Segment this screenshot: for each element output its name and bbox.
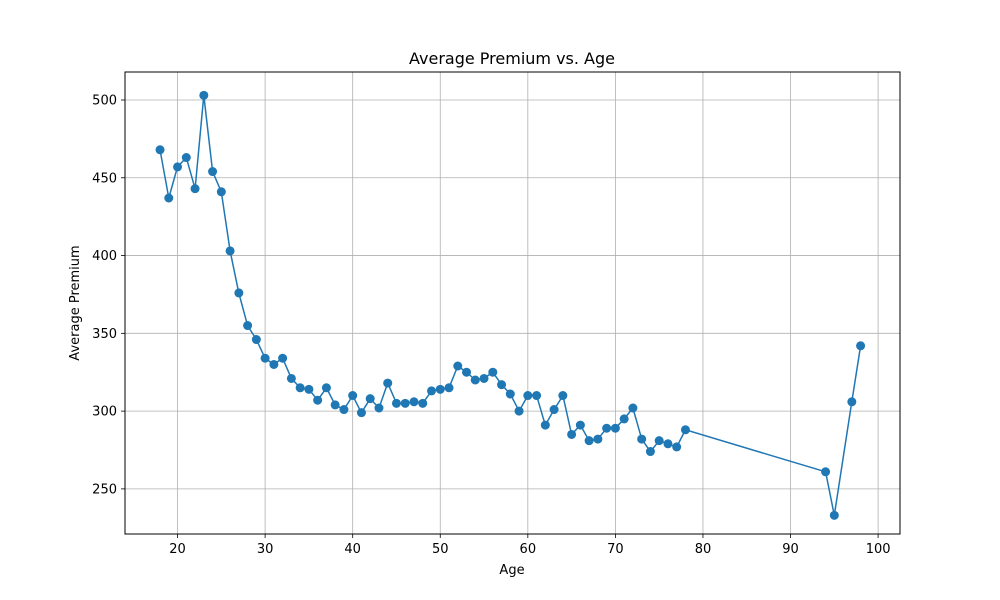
data-point bbox=[602, 423, 612, 433]
y-tick-label: 500 bbox=[92, 94, 117, 109]
data-point bbox=[391, 398, 401, 408]
data-point bbox=[672, 442, 682, 452]
data-point bbox=[497, 380, 507, 390]
data-point bbox=[400, 398, 410, 408]
data-point bbox=[409, 397, 419, 407]
y-tick-label: 400 bbox=[92, 249, 117, 264]
data-point bbox=[558, 391, 568, 401]
x-ticks: 20 30 40 50 60 70 80 90 100 bbox=[169, 534, 891, 557]
x-tick-label: 30 bbox=[257, 542, 274, 557]
data-point bbox=[680, 425, 690, 435]
data-point bbox=[260, 353, 270, 363]
data-point bbox=[444, 383, 454, 393]
data-point bbox=[462, 367, 472, 377]
data-point bbox=[251, 335, 261, 345]
y-tick-label: 350 bbox=[92, 327, 117, 342]
data-point bbox=[426, 386, 436, 396]
data-point bbox=[435, 384, 445, 394]
series bbox=[155, 90, 866, 520]
data-point bbox=[278, 353, 288, 363]
data-point bbox=[243, 321, 253, 331]
data-point bbox=[575, 420, 585, 430]
data-point bbox=[173, 162, 183, 172]
data-point bbox=[304, 384, 314, 394]
x-tick-label: 60 bbox=[520, 542, 537, 557]
data-point bbox=[532, 391, 542, 401]
y-tick-label: 450 bbox=[92, 171, 117, 186]
x-tick-label: 20 bbox=[169, 542, 186, 557]
x-tick-label: 40 bbox=[344, 542, 361, 557]
data-point bbox=[269, 359, 279, 369]
data-point bbox=[505, 389, 515, 399]
data-point bbox=[181, 153, 191, 163]
y-tick-label: 250 bbox=[92, 482, 117, 497]
x-axis-label: Age bbox=[499, 563, 524, 578]
data-point bbox=[663, 439, 673, 449]
data-point bbox=[567, 429, 577, 439]
data-point bbox=[418, 398, 428, 408]
data-point bbox=[628, 403, 638, 413]
data-point bbox=[330, 400, 340, 410]
x-tick-label: 90 bbox=[782, 542, 799, 557]
data-point bbox=[637, 434, 647, 444]
data-point bbox=[313, 395, 323, 405]
data-point bbox=[610, 423, 620, 433]
data-point bbox=[549, 405, 559, 415]
data-point bbox=[847, 397, 857, 407]
data-point bbox=[856, 341, 866, 351]
data-point bbox=[383, 378, 393, 388]
plot-frame bbox=[124, 71, 901, 535]
y-tick-label: 300 bbox=[92, 405, 117, 420]
data-point bbox=[295, 383, 305, 393]
data-point bbox=[654, 436, 664, 446]
data-point bbox=[540, 420, 550, 430]
y-axis-label: Average Premium bbox=[68, 245, 83, 360]
data-point bbox=[523, 391, 533, 401]
x-tick-label: 100 bbox=[866, 542, 891, 557]
data-point bbox=[339, 405, 349, 415]
data-point bbox=[593, 434, 603, 444]
data-point bbox=[470, 375, 480, 385]
data-point bbox=[821, 467, 831, 477]
data-point bbox=[216, 187, 226, 197]
data-point bbox=[619, 414, 629, 424]
data-point bbox=[164, 193, 174, 203]
data-point bbox=[829, 510, 839, 520]
y-ticks: 250 300 350 400 450 500 bbox=[92, 94, 125, 497]
data-point bbox=[190, 184, 200, 194]
data-point bbox=[645, 447, 655, 457]
data-point bbox=[479, 373, 489, 383]
data-point bbox=[453, 361, 463, 371]
data-point bbox=[321, 383, 331, 393]
data-point bbox=[374, 403, 384, 413]
data-point bbox=[234, 288, 244, 298]
data-point bbox=[514, 406, 524, 416]
data-point bbox=[208, 167, 218, 177]
chart-title: Average Premium vs. Age bbox=[409, 49, 615, 68]
data-point bbox=[348, 391, 358, 401]
x-tick-label: 80 bbox=[695, 542, 712, 557]
x-tick-label: 70 bbox=[607, 542, 624, 557]
data-point bbox=[199, 90, 209, 100]
x-tick-label: 50 bbox=[432, 542, 449, 557]
data-point bbox=[584, 436, 594, 446]
data-point bbox=[155, 145, 165, 155]
data-point bbox=[356, 408, 366, 418]
data-point bbox=[365, 394, 375, 404]
data-point bbox=[488, 367, 498, 377]
data-point bbox=[225, 246, 235, 256]
data-point bbox=[286, 373, 296, 383]
grid bbox=[125, 72, 900, 534]
